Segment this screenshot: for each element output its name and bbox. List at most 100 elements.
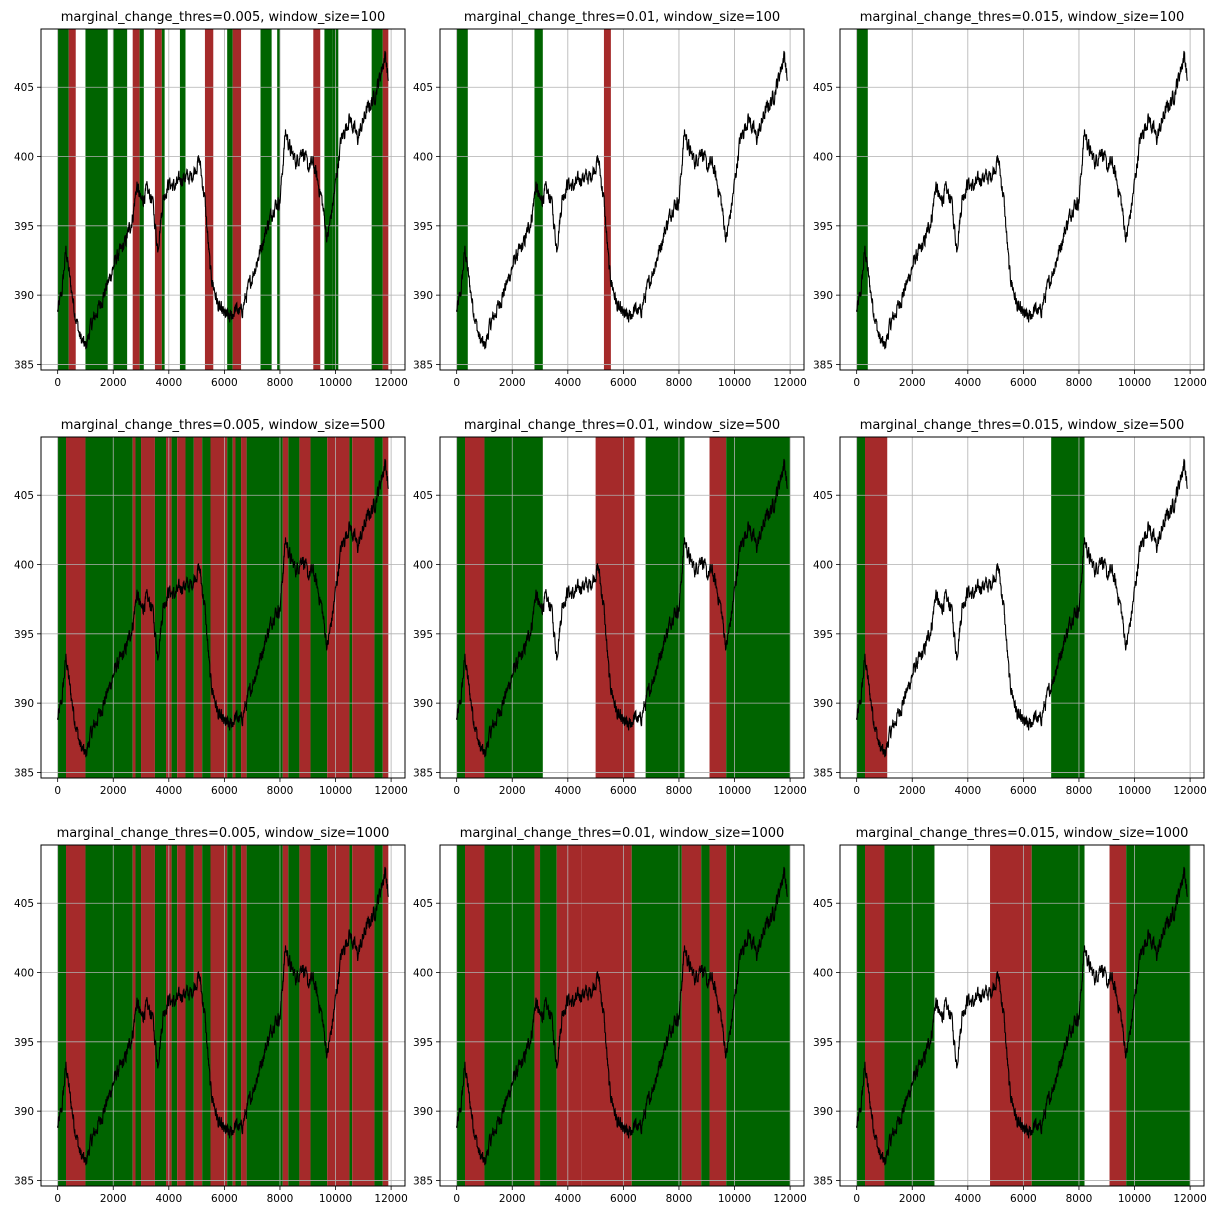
plot-area [440, 29, 804, 370]
x-tick-label: 10000 [319, 785, 352, 797]
region-up [135, 845, 142, 1186]
region-up [154, 437, 167, 778]
region-up [534, 29, 543, 370]
region-down [66, 437, 86, 778]
axes-frame [839, 28, 1205, 371]
region-up [371, 29, 383, 370]
plot-area [840, 437, 1204, 778]
region-down [709, 845, 727, 1186]
region-up [171, 845, 178, 1186]
region-down [132, 29, 140, 370]
subplot-5: 0 2000 4000 6000 8000 10000 12000 385 390 395 400 4… [413, 418, 807, 797]
x-tick-label: 10000 [1118, 785, 1151, 797]
region-up [631, 845, 682, 1186]
price-line [456, 458, 788, 758]
price-line [456, 50, 788, 350]
y-tick-label: 395 [14, 629, 34, 641]
regime-regions [456, 437, 791, 778]
price-line [456, 866, 788, 1166]
x-tick-label: 2000 [899, 785, 926, 797]
region-up [726, 845, 791, 1186]
region-up [288, 845, 300, 1186]
region-up [185, 845, 194, 1186]
x-tick-label: 12000 [374, 785, 407, 797]
subplot-1: 0 2000 4000 6000 8000 10000 12000 385 390 395 400 4… [14, 10, 408, 389]
subplot-title: marginal_change_thres=0.005, window_size… [61, 10, 386, 25]
y-tick-label: 395 [14, 221, 34, 233]
region-down [865, 437, 888, 778]
x-tick-label: 12000 [1173, 377, 1206, 389]
region-up [171, 437, 178, 778]
region-up [202, 437, 211, 778]
x-tick-label: 2000 [899, 377, 926, 389]
x-tick-label: 6000 [610, 377, 637, 389]
price-line [57, 866, 389, 1166]
x-tick-label: 12000 [1173, 1193, 1206, 1205]
region-up [135, 437, 142, 778]
x-tick-label: 8000 [1066, 377, 1093, 389]
x-tick-label: 4000 [554, 785, 581, 797]
region-down [534, 845, 541, 1186]
y-tick-label: 385 [813, 767, 833, 779]
subplot-9: 0 2000 4000 6000 8000 10000 12000 385 390 395 400 4… [813, 826, 1207, 1205]
region-up [856, 845, 866, 1186]
region-up [324, 29, 333, 370]
y-tick-label: 390 [813, 290, 833, 302]
region-up [235, 437, 242, 778]
x-tick-label: 8000 [666, 377, 693, 389]
subplot-title: marginal_change_thres=0.01, window_size=… [460, 826, 785, 841]
x-tick-label: 8000 [267, 377, 294, 389]
x-tick-label: 12000 [1173, 785, 1206, 797]
y-tick-label: 385 [813, 1175, 833, 1187]
y-tick-label: 395 [813, 1037, 833, 1049]
x-tick-label: 8000 [267, 1193, 294, 1205]
region-up [113, 29, 128, 370]
subplot-7: 0 2000 4000 6000 8000 10000 12000 385 390 395 400 4… [14, 826, 408, 1205]
y-tick-label: 395 [413, 629, 433, 641]
x-tick-label: 10000 [718, 1193, 751, 1205]
grid [41, 845, 405, 1186]
x-tick-label: 2000 [499, 377, 526, 389]
y-tick-label: 390 [413, 1106, 433, 1118]
region-down [382, 437, 389, 778]
x-tick-label: 2000 [100, 785, 127, 797]
y-tick-label: 405 [413, 82, 433, 94]
x-tick-label: 6000 [211, 1193, 238, 1205]
subplot-title: marginal_change_thres=0.015, window_size… [856, 826, 1189, 841]
x-tick-label: 12000 [773, 1193, 806, 1205]
x-tick-label: 0 [54, 1193, 61, 1205]
subplot-title: marginal_change_thres=0.01, window_size=… [464, 418, 780, 433]
y-tick-label: 405 [14, 82, 34, 94]
region-up [701, 845, 710, 1186]
x-tick-label: 0 [853, 785, 860, 797]
price-line [856, 866, 1188, 1166]
region-down [241, 437, 247, 778]
subplot-title: marginal_change_thres=0.015, window_size… [860, 418, 1185, 433]
subplot-4: 0 2000 4000 6000 8000 10000 12000 385 390 395 400 4… [14, 418, 408, 797]
y-tick-label: 390 [413, 698, 433, 710]
y-tick-label: 385 [14, 1175, 34, 1187]
region-up [57, 437, 67, 778]
region-down [327, 845, 350, 1186]
subplot-8: 0 2000 4000 6000 8000 10000 12000 385 390 395 400 4… [413, 826, 807, 1205]
y-tick-label: 405 [14, 898, 34, 910]
x-tick-label: 0 [853, 1193, 860, 1205]
region-down [299, 437, 311, 778]
y-tick-label: 385 [413, 1175, 433, 1187]
region-up [202, 845, 211, 1186]
region-down [154, 29, 162, 370]
region-down [313, 29, 321, 370]
region-up [310, 845, 328, 1186]
region-down [709, 437, 727, 778]
x-tick-label: 4000 [954, 785, 981, 797]
y-tick-label: 405 [14, 490, 34, 502]
region-down [141, 437, 155, 778]
x-tick-label: 10000 [1118, 1193, 1151, 1205]
region-up [349, 845, 353, 1186]
region-down [681, 845, 702, 1186]
x-tick-label: 0 [54, 377, 61, 389]
subplot-3: 0 2000 4000 6000 8000 10000 12000 385 390 395 400 4… [813, 10, 1207, 389]
region-down [210, 437, 228, 778]
x-tick-label: 6000 [1010, 785, 1037, 797]
